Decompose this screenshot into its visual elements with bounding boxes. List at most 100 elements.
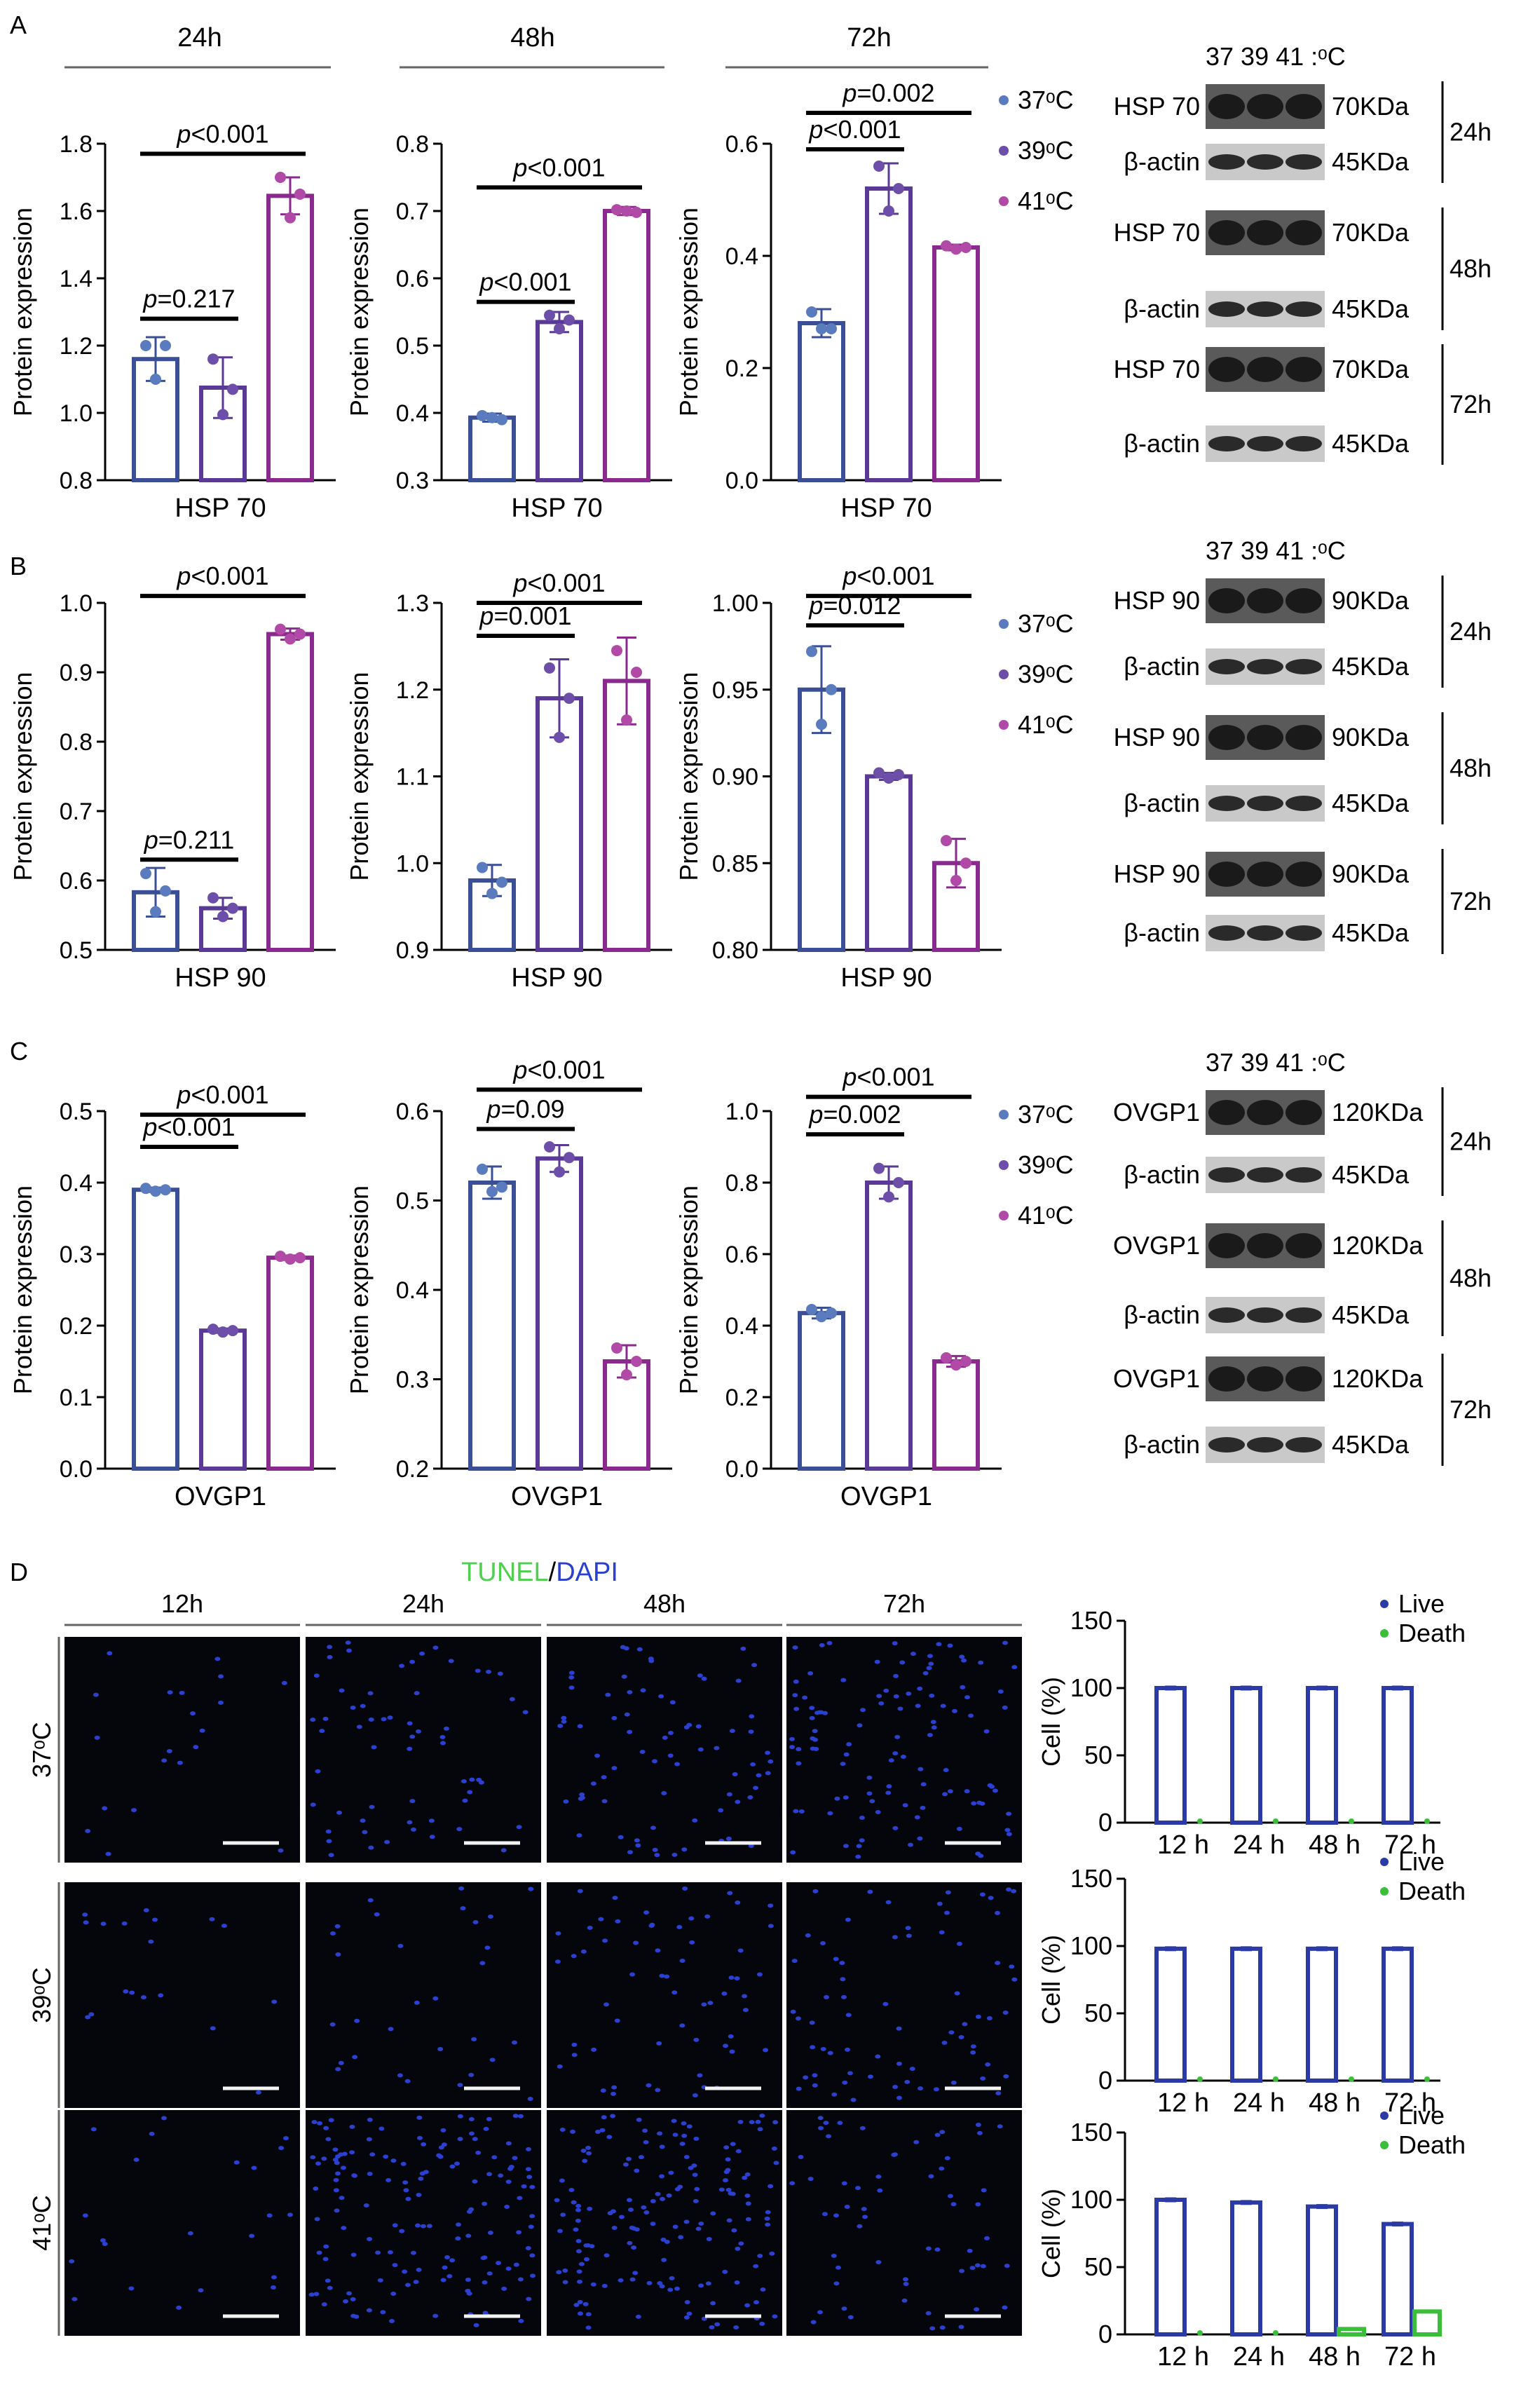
y-tick-label: 0.8 [60, 468, 93, 494]
dapi-nucleus [562, 2280, 568, 2285]
dapi-nucleus [102, 1806, 108, 1811]
dapi-nucleus [561, 1715, 567, 1720]
dapi-nucleus [384, 1839, 390, 1844]
dapi-nucleus [582, 2301, 589, 2306]
dapi-nucleus [568, 1685, 575, 1690]
dapi-nucleus [840, 1762, 846, 1767]
dapi-nucleus [627, 1729, 633, 1734]
dapi-nucleus [803, 2075, 809, 2080]
dapi-nucleus [601, 1799, 608, 1804]
blot-lane-band [1285, 357, 1322, 382]
death-marker [1273, 2330, 1278, 2336]
blot-lane-band [1208, 220, 1245, 245]
y-tick-label: 0.4 [60, 1170, 93, 1197]
data-point [160, 340, 171, 351]
dapi-nucleus [336, 1810, 343, 1815]
dapi-nucleus [333, 2188, 339, 2193]
dapi-nucleus [986, 2015, 993, 2020]
live-bar [1382, 1686, 1414, 1825]
dapi-nucleus [748, 1844, 754, 1849]
data-point [150, 1185, 161, 1197]
dapi-nucleus [400, 2161, 407, 2166]
dapi-nucleus [325, 2137, 332, 2142]
dapi-nucleus [415, 1729, 421, 1734]
dapi-nucleus [817, 2310, 824, 2315]
dapi-nucleus [893, 1694, 899, 1699]
blot-lane-band [1247, 588, 1283, 613]
dapi-nucleus [885, 1790, 892, 1795]
data-point [544, 1141, 555, 1152]
dapi-nucleus [655, 1948, 661, 1953]
dapi-nucleus [725, 1836, 732, 1841]
dapi-nucleus [311, 2120, 318, 2125]
dapi-nucleus [411, 1827, 417, 1832]
dapi-nucleus [968, 1713, 974, 1718]
dapi-nucleus [468, 2207, 475, 2212]
dapi-nucleus [530, 2273, 536, 2278]
blot-protein-label: HSP 90 [1114, 586, 1200, 615]
dapi-nucleus [668, 1730, 674, 1735]
data-point [893, 769, 904, 781]
y-axis-label: Cell (%) [1037, 1935, 1065, 2025]
p-value-label: p<0.001 [512, 153, 605, 182]
dapi-nucleus [475, 2150, 482, 2155]
bar-chart: 0.2 0.3 0.4 0.5 0.6 Protein expression OVGP1 p=… [345, 1055, 672, 1511]
data-point [806, 646, 817, 658]
micrograph [64, 1637, 300, 1863]
dapi-nucleus [728, 2191, 734, 2196]
dapi-nucleus [611, 2226, 618, 2231]
data-point [227, 1325, 238, 1337]
blot-lane-band [1208, 357, 1245, 382]
dapi-nucleus [728, 2034, 734, 2039]
dapi-nucleus [1011, 1889, 1017, 1893]
dapi-nucleus [100, 2238, 106, 2243]
dapi-nucleus [659, 1973, 665, 1978]
blot-lane-band [1285, 220, 1322, 245]
dapi-nucleus [105, 1851, 111, 1856]
blot-lane-band [1285, 1437, 1322, 1453]
blot-lane-band [1208, 154, 1245, 170]
y-tick-label: 0.6 [60, 868, 93, 895]
dapi-nucleus [987, 1783, 993, 1788]
dapi-nucleus [859, 2125, 866, 2130]
dapi-nucleus [975, 1851, 981, 1856]
legend-marker [1380, 1600, 1389, 1608]
dapi-nucleus [683, 2315, 690, 2320]
dapi-nucleus [639, 1750, 646, 1755]
y-tick-label: 0.4 [396, 1277, 429, 1304]
data-point [631, 1356, 642, 1367]
dapi-nucleus [575, 2238, 582, 2243]
dapi-nucleus [577, 2311, 583, 2316]
dapi-nucleus [322, 2257, 329, 2261]
dapi-nucleus [907, 1842, 913, 1847]
dapi-nucleus [468, 2072, 475, 2077]
dapi-nucleus [416, 2193, 422, 2198]
data-point [611, 645, 622, 657]
dapi-nucleus [888, 1758, 894, 1763]
data-point [486, 887, 498, 899]
dapi-nucleus [626, 2198, 632, 2203]
data-point [496, 1181, 507, 1193]
dapi-nucleus [900, 1754, 906, 1759]
dapi-nucleus [278, 2146, 285, 2151]
dapi-nucleus [969, 2266, 976, 2271]
dapi-nucleus [922, 1671, 929, 1675]
dapi-nucleus [790, 1850, 796, 1855]
dapi-nucleus [352, 2055, 358, 2060]
legend-label: 37ᵒC [1018, 609, 1074, 638]
dapi-nucleus [985, 2062, 991, 2067]
dapi-nucleus [918, 1767, 924, 1771]
dapi-nucleus [404, 2079, 411, 2083]
dapi-nucleus [432, 1645, 439, 1650]
dapi-nucleus [753, 2264, 759, 2268]
dapi-nucleus [948, 2030, 955, 2035]
y-tick-label: 1.0 [60, 590, 93, 617]
dapi-nucleus [579, 1795, 585, 1800]
dapi-nucleus [167, 1690, 173, 1695]
death-bar [1412, 2309, 1442, 2337]
dapi-nucleus [697, 2073, 703, 2078]
dapi-nucleus [636, 1647, 643, 1652]
dapi-nucleus [821, 2212, 828, 2217]
dapi-nucleus [390, 2158, 397, 2163]
dapi-nucleus [334, 2208, 340, 2213]
